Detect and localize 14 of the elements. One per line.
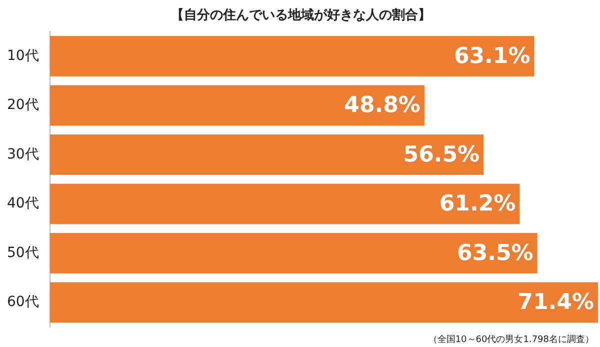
text: （全国10～60代の男女1.798名に調査） [428, 334, 594, 345]
chart-title: 【自分の住んでいる地域が好きな人の割合】 [171, 7, 431, 24]
y-tick-label: 10代 [6, 48, 39, 64]
data-label: 61.2% [439, 192, 516, 217]
data-label: 56.5% [403, 142, 480, 168]
y-tick-label: 50代 [6, 244, 39, 261]
y-tick-label: 20代 [6, 97, 39, 114]
y-tick-label: 60代 [6, 294, 39, 310]
data-label: 63.5% [457, 240, 534, 266]
data-label: 48.8% [344, 93, 420, 118]
data-label: 63.1% [454, 44, 530, 69]
data-label: 71.4% [518, 290, 594, 316]
y-tick-label: 30代 [6, 146, 39, 162]
y-tick-label: 40代 [6, 196, 39, 212]
